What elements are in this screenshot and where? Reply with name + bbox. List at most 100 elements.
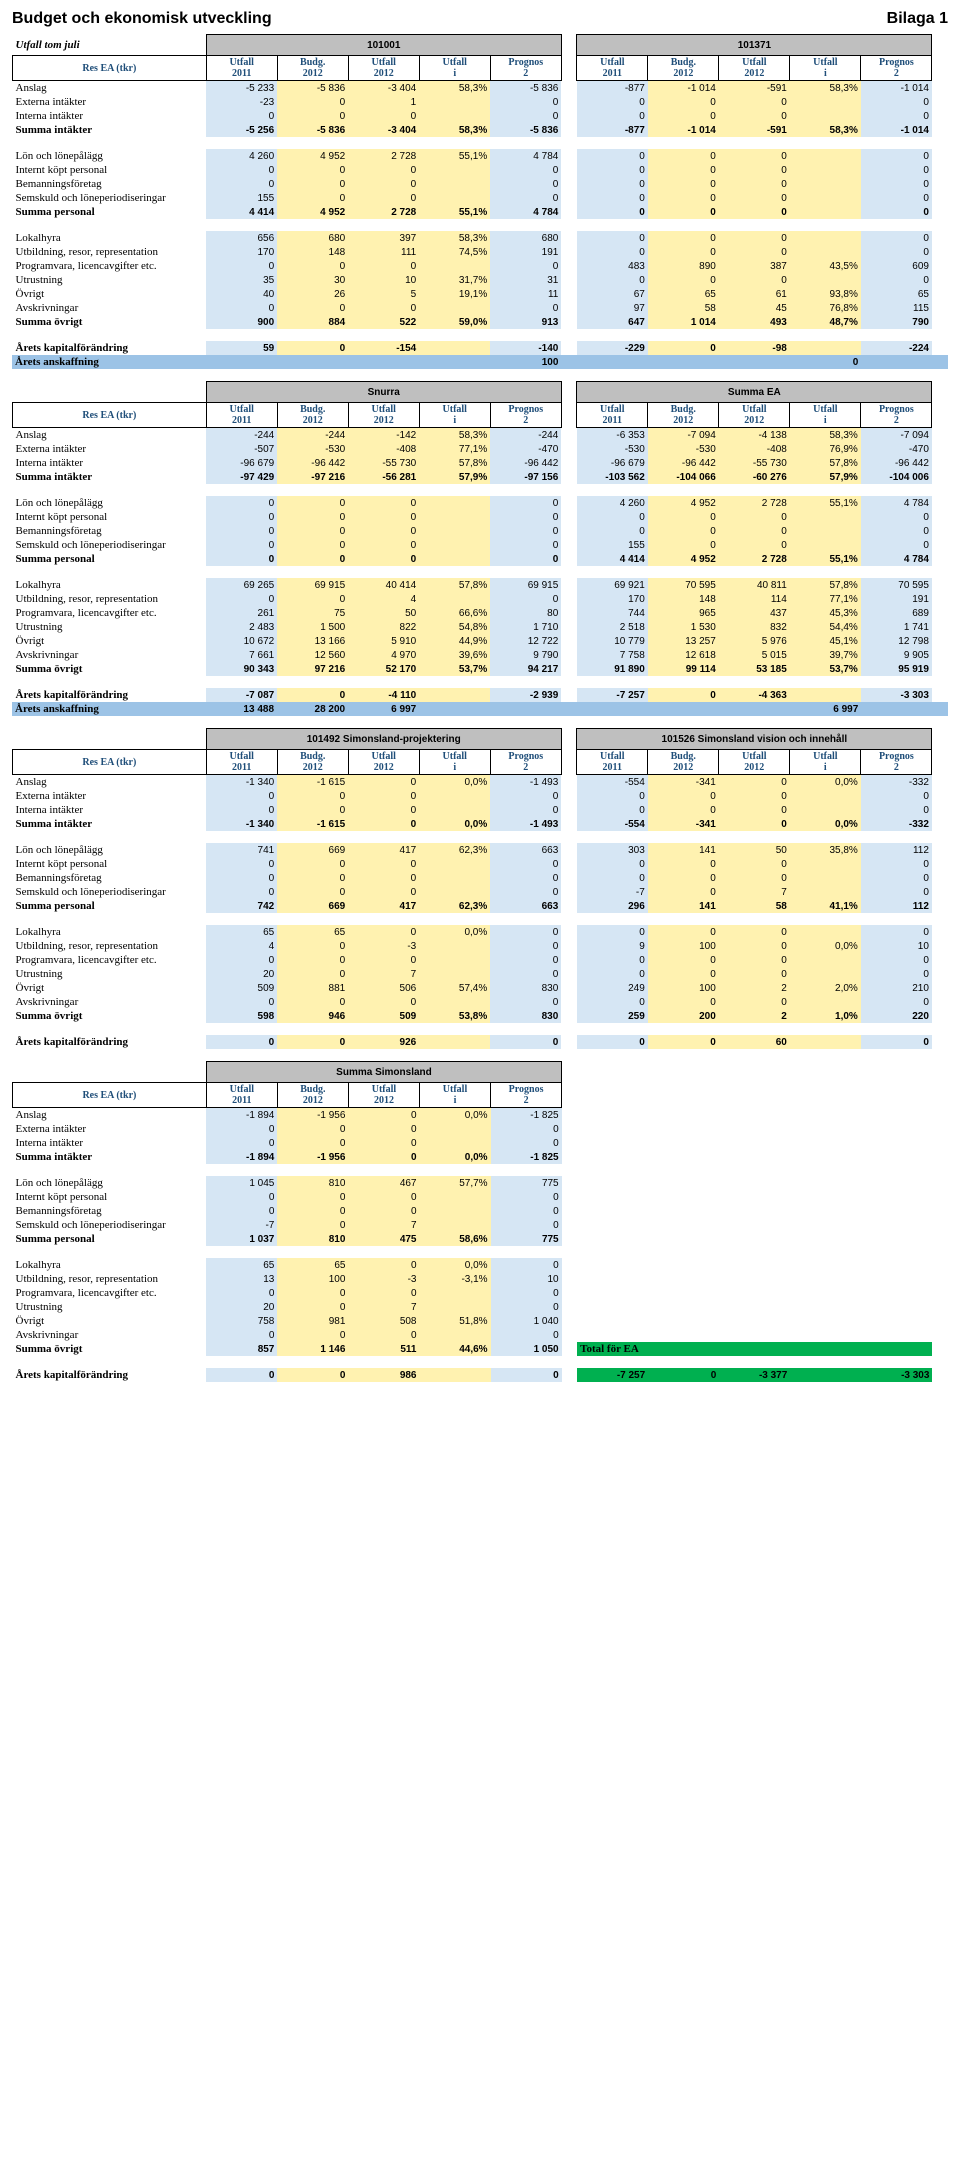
cell: -1 340 [206,817,277,831]
cell: -1 956 [277,1150,348,1164]
cell: 26 [277,287,348,301]
cell [790,1035,861,1049]
cell: 0 [348,871,419,885]
cell: 663 [490,843,561,857]
cell: 810 [277,1232,348,1246]
cell: 946 [277,1009,348,1023]
col-header: Budg.2012 [277,403,348,428]
cell: 76,9% [790,442,861,456]
cell: -1 014 [861,123,932,137]
cell: 0 [648,789,719,803]
cell [490,702,561,716]
cell: -3,1% [420,1272,491,1286]
cell: 0 [491,1368,562,1382]
cell: 900 [206,315,277,329]
cell: 53 185 [719,662,790,676]
cell [790,789,861,803]
group-header: Summa EA [577,382,932,403]
cell: 0 [490,1035,561,1049]
cell [790,177,861,191]
cell: 0 [206,871,277,885]
cell: 0 [577,1035,648,1049]
cell: 4 970 [348,648,419,662]
cell [419,857,490,871]
row-label: Summa övrigt [13,1342,207,1356]
cell: 6 997 [790,702,861,716]
cell: 0 [206,538,277,552]
cell: 0 [861,177,932,191]
cell: 0 [277,1204,348,1218]
cell: 259 [577,1009,648,1023]
cell: -142 [348,428,419,443]
cell: 1,0% [790,1009,861,1023]
cell: 35 [206,273,277,287]
cell [790,688,861,702]
cell: 0 [648,871,719,885]
cell [790,149,861,163]
cell: 4 784 [861,496,932,510]
cell: 0 [719,510,790,524]
cell: 0,0% [420,1150,491,1164]
cell: 19,1% [419,287,490,301]
cell: 9 905 [861,648,932,662]
cell: 77,1% [419,442,490,456]
cell: 90 343 [206,662,277,676]
cell: 0 [577,231,648,245]
cell: 0 [490,177,561,191]
cell: -56 281 [348,470,419,484]
cell: 2,0% [790,981,861,995]
cell: 69 915 [277,578,348,592]
cell [419,702,490,716]
cell: 12 618 [648,648,719,662]
cell: 0 [490,592,561,606]
cell: -104 066 [648,470,719,484]
cell: 0 [277,857,348,871]
col-header: Prognos2 [490,56,561,81]
cell: 2 728 [719,552,790,566]
cell: 0 [277,885,348,899]
cell: 0 [348,496,419,510]
cell: 663 [490,899,561,913]
subtitle [13,729,207,750]
row-label: Utrustning [13,1300,207,1314]
cell: 4 952 [277,205,348,219]
row-label: Lokalhyra [13,925,207,939]
cell [790,967,861,981]
cell: 58 [719,899,790,913]
cell: 0,0% [419,925,490,939]
cell [420,1300,491,1314]
cell: 483 [577,259,648,273]
cell: -470 [490,442,561,456]
cell: 0 [206,177,277,191]
cell: 0 [490,191,561,205]
cell: 0 [277,789,348,803]
cell: 0 [491,1300,562,1314]
cell: 20 [206,1300,277,1314]
cell: 65 [861,287,932,301]
cell: 0 [206,109,277,123]
cell: -1 014 [648,123,719,137]
cell: 155 [206,191,277,205]
col-header: Prognos2 [861,750,932,775]
cell: 5 [348,287,419,301]
cell: -1 894 [206,1150,277,1164]
row-label: Avskrivningar [13,301,207,315]
cell: 40 414 [348,578,419,592]
cell: 0 [348,995,419,1009]
cell: 0 [719,789,790,803]
cell: 70 595 [648,578,719,592]
cell: -140 [490,341,561,355]
cell: 2 728 [348,205,419,219]
cell: 58,6% [420,1232,491,1246]
cell: 857 [206,1342,277,1356]
cell: 0 [648,109,719,123]
cell: 61 [719,287,790,301]
cell: 57,8% [419,456,490,470]
cell: 0,0% [419,775,490,790]
cell: 0 [577,510,648,524]
cell [419,538,490,552]
cell: 0 [491,1190,562,1204]
cell [790,538,861,552]
row-label: Semskuld och löneperiodiseringar [13,538,207,552]
row-label: Summa personal [13,899,207,913]
